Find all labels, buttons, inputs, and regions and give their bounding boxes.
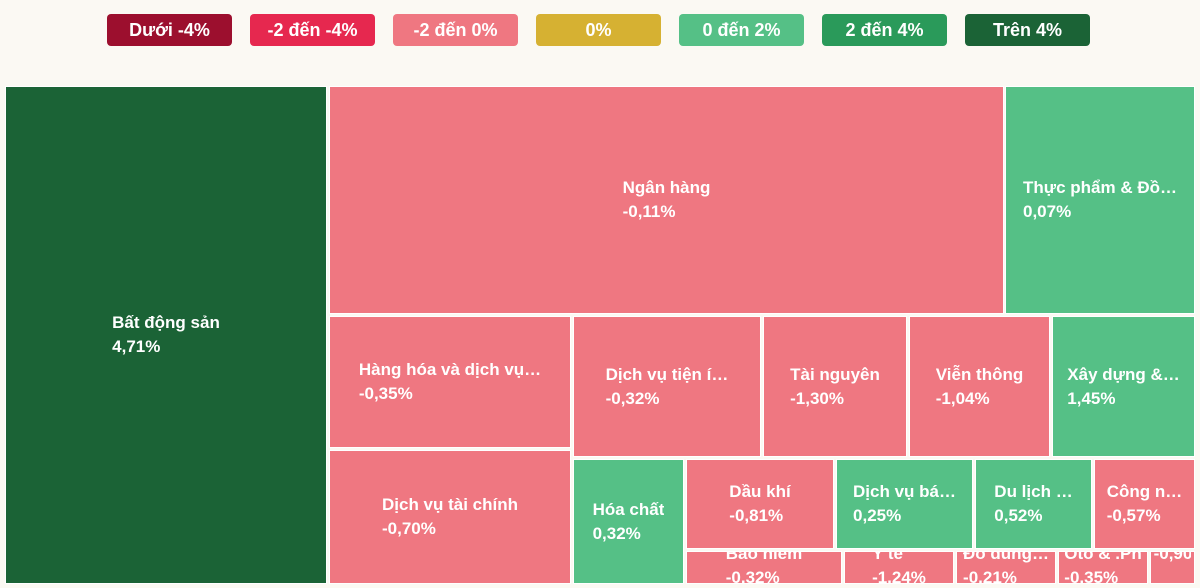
cell-label: Xây dựng &… 1,45% bbox=[1067, 363, 1179, 411]
cell-name: Bảo hiểm bbox=[725, 551, 803, 563]
cell-value: -0,90% bbox=[1153, 551, 1192, 563]
treemap-cell[interactable]: Y tế -1,24% bbox=[844, 551, 954, 584]
cell-name: Du lịch … bbox=[994, 482, 1073, 501]
cell-value: -1,30% bbox=[790, 388, 844, 408]
cell-value: 0,07% bbox=[1023, 202, 1072, 221]
treemap-cell[interactable]: Dịch vụ tài chính -0,70% bbox=[329, 450, 571, 584]
cell-value: 4,71% bbox=[112, 337, 161, 356]
cell-value: -0,11% bbox=[622, 202, 676, 221]
cell-label: Công n… -0,57% bbox=[1107, 480, 1183, 528]
cell-label: Y tế -1,24% bbox=[872, 551, 926, 584]
cell-value: -1,04% bbox=[935, 388, 990, 408]
legend: Dưới -4% -2 đến -4% -2 đến 0% 0% 0 đến 2% 2 đ… bbox=[107, 14, 1090, 46]
treemap-cell[interactable]: Du lịch … 0,52% bbox=[975, 459, 1092, 549]
cell-name: Xây dựng &… bbox=[1067, 364, 1180, 384]
cell-name: Dịch vụ tài chính bbox=[381, 495, 519, 514]
cell-label: Ngân hàng -0,11% bbox=[623, 176, 711, 224]
treemap-cell[interactable]: Dầu khí -0,81% bbox=[686, 459, 834, 549]
cell-value: -1,24% bbox=[872, 568, 926, 584]
cell-value: 0,52% bbox=[994, 506, 1043, 525]
cell-value: -0,70% bbox=[381, 519, 436, 538]
cell-name: Thực phẩm & Đồ… bbox=[1023, 178, 1177, 197]
legend-item[interactable]: Trên 4% bbox=[965, 14, 1090, 46]
cell-name: Dịch vụ bá… bbox=[853, 482, 956, 501]
treemap-cell[interactable]: Hàng hóa và dịch vụ… -0,35% bbox=[329, 316, 571, 448]
cell-name: Hàng hóa và dịch vụ… bbox=[358, 360, 542, 379]
cell-name: Dầu khí bbox=[729, 482, 791, 501]
cell-value: -0,35% bbox=[1064, 568, 1119, 584]
legend-item[interactable]: 0 đến 2% bbox=[679, 14, 804, 46]
treemap-cell[interactable]: Tài nguyên -1,30% bbox=[763, 316, 907, 457]
cell-label: Tài nguyên -1,30% bbox=[790, 363, 880, 411]
treemap-cell[interactable]: Dịch vụ tiện í… -0,32% bbox=[573, 316, 761, 457]
cell-value: 1,45% bbox=[1067, 388, 1116, 408]
treemap-cell[interactable]: Xây dựng &… 1,45% bbox=[1052, 316, 1195, 457]
treemap-cell[interactable]: Đồ dùng… -0,21% bbox=[956, 551, 1056, 584]
cell-name: Dịch vụ tiện í… bbox=[605, 364, 729, 384]
cell-value: -0,32% bbox=[725, 568, 780, 584]
cell-label: Dầu khí -0,81% bbox=[729, 480, 790, 528]
treemap-cell[interactable]: -0,90% bbox=[1150, 551, 1195, 584]
cell-label: -0,90% bbox=[1153, 551, 1192, 566]
cell-name: Công n… bbox=[1106, 482, 1183, 501]
treemap-cell[interactable]: Ngân hàng -0,11% bbox=[329, 86, 1004, 314]
treemap-cell[interactable]: Bất động sản 4,71% bbox=[5, 86, 327, 584]
cell-name: Y tế bbox=[872, 551, 903, 563]
cell-value: 0,32% bbox=[592, 523, 641, 543]
cell-label: Dịch vụ tài chính -0,70% bbox=[382, 493, 518, 541]
cell-value: -0,32% bbox=[605, 388, 660, 408]
legend-item[interactable]: -2 đến -4% bbox=[250, 14, 375, 46]
cell-name: Ôtô & .Ph… bbox=[1064, 551, 1142, 563]
legend-item[interactable]: 0% bbox=[536, 14, 661, 46]
cell-value: 0,25% bbox=[853, 506, 902, 525]
treemap-cell[interactable]: Ôtô & .Ph… -0,35% bbox=[1058, 551, 1148, 584]
cell-label: Du lịch … 0,52% bbox=[994, 480, 1072, 528]
cell-label: Dịch vụ tiện í… -0,32% bbox=[606, 363, 729, 411]
treemap-cell[interactable]: Bảo hiểm -0,32% bbox=[686, 551, 842, 584]
cell-value: -0,21% bbox=[963, 568, 1017, 584]
cell-label: Hóa chất 0,32% bbox=[593, 498, 665, 546]
cell-name: Ngân hàng bbox=[622, 178, 711, 197]
legend-item[interactable]: Dưới -4% bbox=[107, 14, 232, 46]
legend-item[interactable]: 2 đến 4% bbox=[822, 14, 947, 46]
cell-label: Bảo hiểm -0,32% bbox=[725, 551, 803, 584]
cell-value: -0,57% bbox=[1106, 506, 1161, 525]
cell-value: -0,81% bbox=[729, 506, 784, 525]
cell-label: Dịch vụ bá… 0,25% bbox=[853, 480, 956, 528]
cell-label: Viễn thông -1,04% bbox=[936, 363, 1024, 411]
cell-label: Ôtô & .Ph… -0,35% bbox=[1064, 551, 1142, 584]
legend-item[interactable]: -2 đến 0% bbox=[393, 14, 518, 46]
cell-name: Hóa chất bbox=[592, 499, 665, 519]
cell-name: Bất động sản bbox=[112, 313, 220, 332]
cell-label: Bất động sản 4,71% bbox=[112, 311, 220, 359]
treemap-cell[interactable]: Hóa chất 0,32% bbox=[573, 459, 684, 584]
cell-name: Tài nguyên bbox=[790, 364, 880, 384]
cell-label: Đồ dùng… -0,21% bbox=[963, 551, 1049, 584]
cell-name: Viễn thông bbox=[935, 364, 1024, 384]
treemap-cell[interactable]: Thực phẩm & Đồ… 0,07% bbox=[1005, 86, 1195, 314]
cell-name: Đồ dùng… bbox=[963, 551, 1049, 563]
cell-label: Thực phẩm & Đồ… 0,07% bbox=[1023, 176, 1177, 224]
treemap-cell[interactable]: Viễn thông -1,04% bbox=[909, 316, 1050, 457]
treemap-cell[interactable]: Dịch vụ bá… 0,25% bbox=[836, 459, 973, 549]
treemap-cell[interactable]: Công n… -0,57% bbox=[1094, 459, 1195, 549]
cell-value: -0,35% bbox=[358, 384, 413, 403]
cell-label: Hàng hóa và dịch vụ… -0,35% bbox=[359, 358, 541, 406]
